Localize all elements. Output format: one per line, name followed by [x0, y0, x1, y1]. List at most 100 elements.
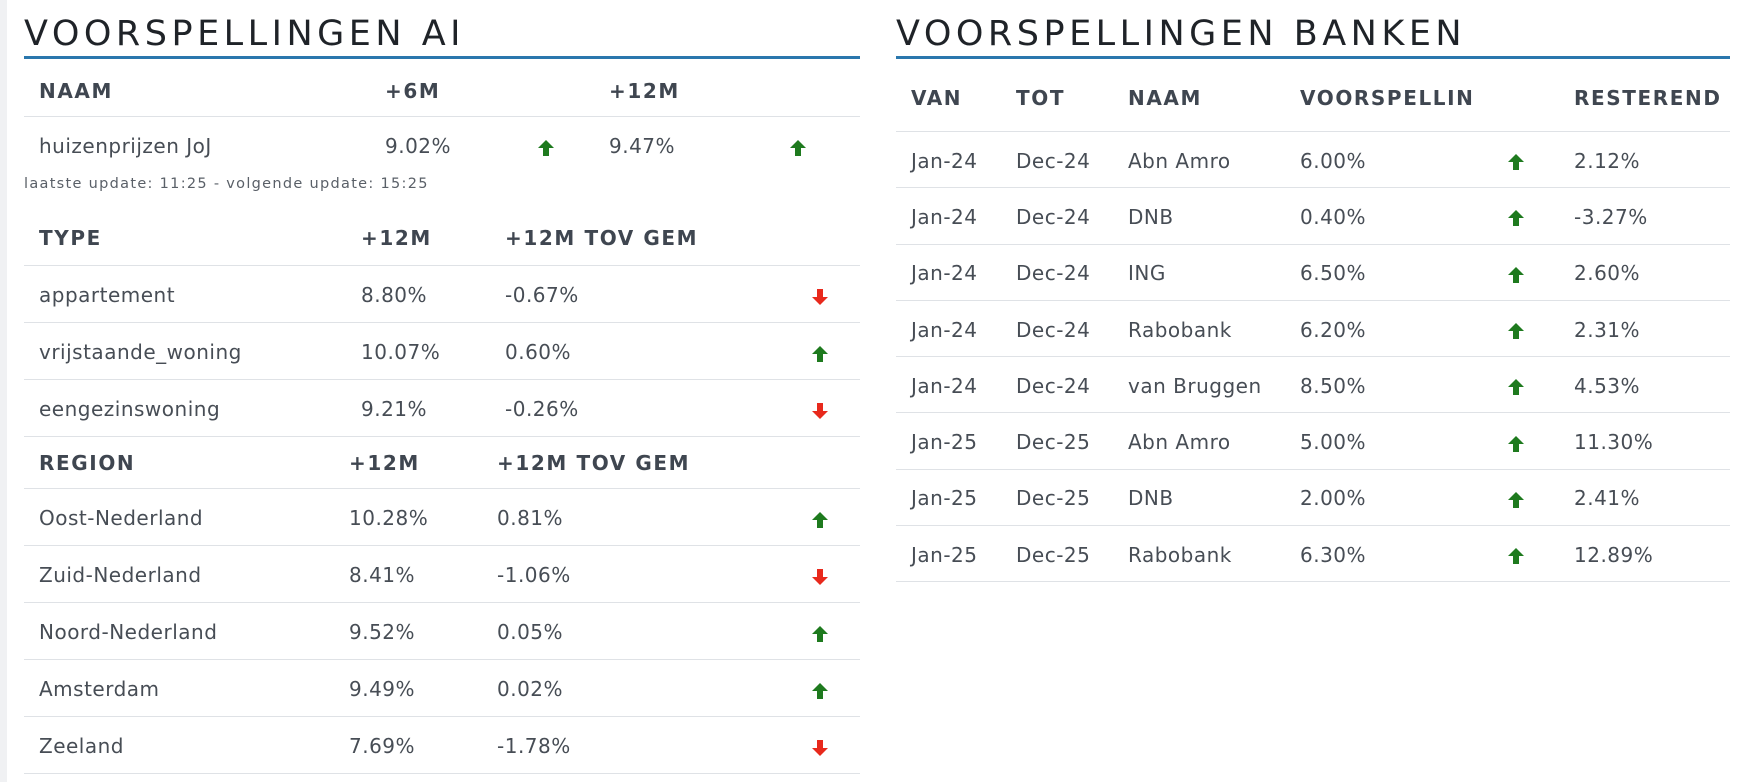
row-12m-value: 9.21% [346, 379, 490, 437]
row-to: Dec-24 [1001, 131, 1113, 189]
banks-header-row: VAN TOT NAAM VOORSPELLING RESTEREND [896, 59, 1730, 132]
type-header-row: TYPE +12M +12M TOV GEM [24, 211, 860, 266]
row-to: Dec-24 [1001, 187, 1113, 245]
col-header-12m-vs-avg: +12M TOV GEM [482, 437, 780, 489]
left-edge-strip [0, 0, 7, 782]
table-row: Noord-Nederland 9.52% 0.05% [24, 602, 860, 660]
row-name: Zeeland [24, 716, 334, 774]
arrow-up-icon [810, 681, 830, 701]
col-header-12m-vs-avg: +12M TOV GEM [490, 211, 780, 266]
col-header-12m: +12M [346, 211, 490, 266]
row-forecast: 6.20% [1285, 300, 1473, 358]
arrow-down-icon [810, 287, 830, 307]
arrow-up-icon [1506, 321, 1526, 341]
row-to: Dec-25 [1001, 469, 1113, 527]
row-vs-avg-value: 0.81% [482, 488, 780, 546]
table-row: Jan-24 Dec-24 DNB 0.40% -3.27% [896, 187, 1730, 245]
row-12m-value: 9.49% [334, 659, 482, 717]
row-bank-name: Rabobank [1113, 525, 1285, 583]
row-12m-value: 10.28% [334, 488, 482, 546]
row-remaining: 2.41% [1559, 469, 1730, 527]
row-bank-name: Rabobank [1113, 300, 1285, 358]
table-row: Jan-24 Dec-24 van Bruggen 8.50% 4.53% [896, 356, 1730, 414]
row-remaining: -3.27% [1559, 187, 1730, 245]
col-header-tot: TOT [1001, 59, 1113, 132]
summary-row: huizenprijzen JoJ 9.02% 9.47% [24, 117, 860, 174]
arrow-down-icon [810, 738, 830, 758]
row-from: Jan-24 [896, 131, 1001, 189]
row-bank-name: Abn Amro [1113, 131, 1285, 189]
arrow-up-icon [788, 138, 808, 158]
col-header-van: VAN [896, 59, 1001, 132]
row-from: Jan-25 [896, 469, 1001, 527]
row-from: Jan-24 [896, 356, 1001, 414]
table-row: vrijstaande_woning 10.07% 0.60% [24, 322, 860, 380]
row-forecast: 0.40% [1285, 187, 1473, 245]
summary-12m-value: 9.47% [609, 134, 676, 158]
arrow-up-icon [1506, 265, 1526, 285]
table-row: Jan-25 Dec-25 Rabobank 6.30% 12.89% [896, 525, 1730, 583]
row-12m-value: 7.69% [334, 716, 482, 774]
row-vs-avg-value: 0.60% [490, 322, 780, 380]
arrow-up-icon [536, 138, 556, 158]
col-header-type: TYPE [24, 211, 346, 266]
row-name: Amsterdam [24, 659, 334, 717]
row-vs-avg-value: -0.26% [490, 379, 780, 437]
row-vs-avg-value: -0.67% [490, 265, 780, 323]
table-row: appartement 8.80% -0.67% [24, 265, 860, 323]
row-12m-value: 8.80% [346, 265, 490, 323]
arrow-up-icon [1506, 546, 1526, 566]
row-12m-value: 9.52% [334, 602, 482, 660]
row-bank-name: Abn Amro [1113, 412, 1285, 470]
col-header-region: REGION [24, 437, 334, 489]
summary-header-row: NAAM +6M +12M [24, 59, 860, 117]
row-to: Dec-24 [1001, 244, 1113, 301]
row-forecast: 6.50% [1285, 244, 1473, 301]
row-name: appartement [24, 265, 346, 323]
row-from: Jan-24 [896, 300, 1001, 358]
row-to: Dec-25 [1001, 525, 1113, 583]
row-vs-avg-value: 0.02% [482, 659, 780, 717]
table-row: Jan-24 Dec-24 Rabobank 6.20% 2.31% [896, 300, 1730, 358]
row-bank-name: DNB [1113, 187, 1285, 245]
row-to: Dec-24 [1001, 356, 1113, 414]
col-header-naam: NAAM [1113, 59, 1285, 132]
row-name: Noord-Nederland [24, 602, 334, 660]
arrow-up-icon [1506, 208, 1526, 228]
arrow-up-icon [810, 510, 830, 530]
row-12m-value: 10.07% [346, 322, 490, 380]
row-name: Zuid-Nederland [24, 545, 334, 603]
row-to: Dec-25 [1001, 412, 1113, 470]
row-bank-name: DNB [1113, 469, 1285, 527]
ai-summary-table: NAAM +6M +12M huizenprijzen JoJ 9.02% 9.… [24, 59, 860, 173]
ai-panel-title: VOORSPELLINGEN AI [24, 0, 860, 59]
summary-6m-value: 9.02% [385, 134, 452, 158]
table-row: Jan-25 Dec-25 DNB 2.00% 2.41% [896, 469, 1730, 527]
row-forecast: 8.50% [1285, 356, 1473, 414]
row-to: Dec-24 [1001, 300, 1113, 358]
table-row: Zeeland 7.69% -1.78% [24, 716, 860, 774]
table-row: Amsterdam 9.49% 0.02% [24, 659, 860, 717]
bank-forecast-panel: VOORSPELLINGEN BANKEN VAN TOT NAAM VOORS… [896, 0, 1730, 583]
row-forecast: 2.00% [1285, 469, 1473, 527]
banks-panel-title: VOORSPELLINGEN BANKEN [896, 0, 1730, 59]
row-bank-name: van Bruggen [1113, 356, 1285, 414]
region-header-row: REGION +12M +12M TOV GEM [24, 437, 860, 489]
row-remaining: 2.60% [1559, 244, 1730, 301]
update-timestamp-note: laatste update: 11:25 - volgende update:… [24, 176, 429, 192]
row-name: Oost-Nederland [24, 488, 334, 546]
row-forecast: 6.00% [1285, 131, 1473, 189]
table-row: Oost-Nederland 10.28% 0.81% [24, 488, 860, 546]
row-remaining: 2.12% [1559, 131, 1730, 189]
table-row: Jan-24 Dec-24 Abn Amro 6.00% 2.12% [896, 131, 1730, 189]
table-row: Jan-24 Dec-24 ING 6.50% 2.60% [896, 244, 1730, 301]
row-remaining: 2.31% [1559, 300, 1730, 358]
row-remaining: 12.89% [1559, 525, 1730, 583]
row-vs-avg-value: -1.78% [482, 716, 780, 774]
table-row: eengezinswoning 9.21% -0.26% [24, 379, 860, 437]
region-forecast-table: REGION +12M +12M TOV GEM Oost-Nederland 1… [24, 437, 860, 774]
table-row: Zuid-Nederland 8.41% -1.06% [24, 545, 860, 603]
bank-forecast-table: VAN TOT NAAM VOORSPELLING RESTEREND Jan-… [896, 59, 1730, 583]
arrow-down-icon [810, 567, 830, 587]
row-forecast: 5.00% [1285, 412, 1473, 470]
